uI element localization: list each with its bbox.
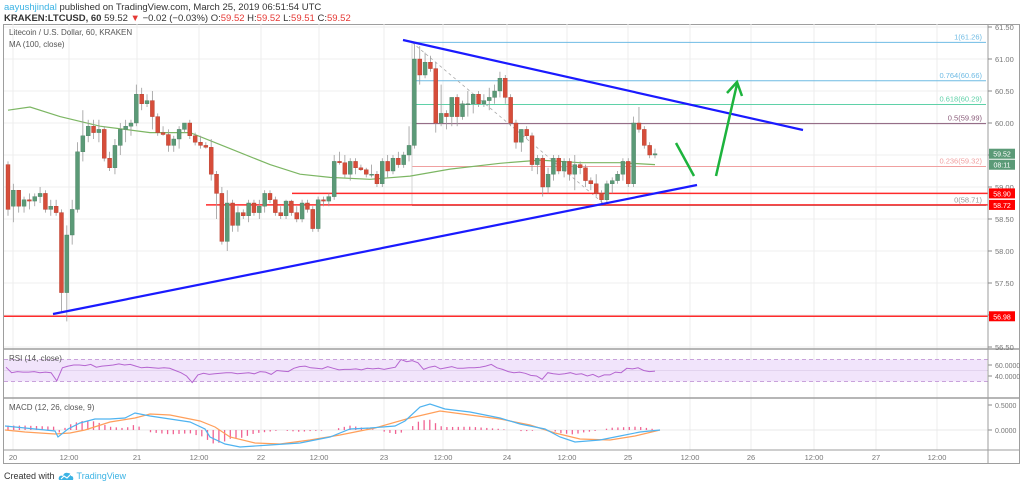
macd-legend: MACD (12, 26, close, 9) [9, 403, 95, 412]
time-axis[interactable]: 20 12:00 21 12:00 22 12:00 23 12:00 24 12:00 25 12:… [9, 453, 947, 462]
svg-text:0.0000: 0.0000 [995, 428, 1017, 435]
macd-pane: 0.5000 0.0000 [4, 403, 1017, 448]
tradingview-link[interactable]: TradingView [76, 471, 127, 481]
svg-text:26: 26 [747, 453, 755, 462]
grid-lines [4, 24, 988, 450]
low-value: 59.51 [291, 13, 315, 24]
chart-frame [3, 24, 1020, 464]
close-value: 59.52 [326, 13, 351, 24]
svg-text:12:00: 12:00 [310, 453, 329, 462]
svg-text:22: 22 [257, 453, 265, 462]
svg-text:0.236(59.32): 0.236(59.32) [939, 157, 982, 166]
low-label: L: [283, 13, 292, 24]
svg-text:21: 21 [133, 453, 141, 462]
fibonacci-retracement[interactable]: 1(61.26) 0.764(60.66) 0.618(60.29) 0.5(59.9… [411, 32, 986, 207]
rsi-pane: 60.0000 40.0000 [4, 358, 1020, 384]
author-link[interactable]: aayushjindal [4, 2, 57, 13]
created-with-label: Created with [4, 471, 55, 481]
svg-text:27: 27 [872, 453, 880, 462]
open-label: O: [210, 13, 221, 24]
symbol-info: KRAKEN:LTCUSD, 60 59.52 ▼ −0.02 (−0.03%)… [4, 13, 351, 24]
svg-text:59.52: 59.52 [993, 152, 1011, 159]
svg-text:58.72: 58.72 [993, 203, 1011, 210]
svg-text:59.00: 59.00 [995, 183, 1014, 192]
svg-text:0.764(60.66): 0.764(60.66) [939, 71, 982, 80]
ma-legend: MA (100, close) [9, 40, 65, 49]
candlesticks [5, 42, 658, 322]
symbol-label: KRAKEN:LTCUSD, 60 [4, 13, 102, 24]
rsi-legend: RSI (14, close) [9, 354, 62, 363]
trendlines[interactable] [52, 38, 804, 316]
svg-text:58.90: 58.90 [993, 191, 1011, 198]
svg-text:08:11: 08:11 [994, 163, 1011, 170]
svg-text:60.0000: 60.0000 [995, 363, 1020, 370]
svg-text:57.50: 57.50 [995, 279, 1014, 288]
svg-text:60.00: 60.00 [995, 119, 1014, 128]
svg-text:12:00: 12:00 [60, 453, 79, 462]
support-lines[interactable] [4, 192, 988, 318]
high-value: 59.52 [256, 13, 281, 24]
footer: Created with TradingView [4, 471, 126, 481]
svg-text:12:00: 12:00 [928, 453, 947, 462]
svg-text:23: 23 [380, 453, 388, 462]
svg-text:12:00: 12:00 [434, 453, 453, 462]
svg-text:61.00: 61.00 [995, 55, 1014, 64]
svg-text:58.00: 58.00 [995, 247, 1014, 256]
svg-text:12:00: 12:00 [805, 453, 824, 462]
svg-text:1(61.26): 1(61.26) [954, 32, 982, 41]
svg-text:61.50: 61.50 [995, 23, 1014, 32]
svg-text:12:00: 12:00 [681, 453, 700, 462]
last-price: 59.52 [104, 13, 128, 24]
axes [4, 24, 1020, 464]
close-label: C: [317, 13, 327, 24]
tradingview-cloud-icon [58, 472, 73, 480]
svg-text:24: 24 [503, 453, 511, 462]
price-change: −0.02 (−0.03%) [142, 13, 209, 24]
svg-text:0.5(59.99): 0.5(59.99) [948, 114, 983, 123]
price-axis[interactable]: 61.5061.0060.5060.0059.5059.0058.5058.00… [988, 23, 1015, 352]
svg-text:0(58.71): 0(58.71) [954, 196, 982, 205]
svg-text:0.618(60.29): 0.618(60.29) [939, 94, 982, 103]
forecast-arrows[interactable] [674, 79, 744, 177]
svg-text:0.5000: 0.5000 [995, 403, 1017, 410]
svg-text:12:00: 12:00 [558, 453, 577, 462]
high-label: H: [247, 13, 257, 24]
open-value: 59.52 [220, 13, 245, 24]
down-arrow-icon: ▼ [130, 13, 140, 24]
svg-text:56.50: 56.50 [995, 343, 1014, 352]
svg-text:40.0000: 40.0000 [995, 374, 1020, 381]
published-text: published on TradingView.com, March 25, … [56, 2, 322, 13]
publish-info: aayushjindal published on TradingView.co… [4, 2, 321, 13]
svg-text:56.98: 56.98 [993, 314, 1011, 321]
chart-title-legend: Litecoin / U.S. Dollar, 60, KRAKEN [9, 28, 133, 37]
svg-text:60.50: 60.50 [995, 87, 1014, 96]
svg-text:12:00: 12:00 [190, 453, 209, 462]
svg-text:20: 20 [9, 453, 17, 462]
svg-text:25: 25 [624, 453, 632, 462]
svg-text:58.50: 58.50 [995, 215, 1014, 224]
